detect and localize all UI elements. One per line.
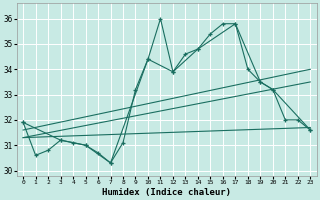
X-axis label: Humidex (Indice chaleur): Humidex (Indice chaleur) xyxy=(102,188,231,197)
